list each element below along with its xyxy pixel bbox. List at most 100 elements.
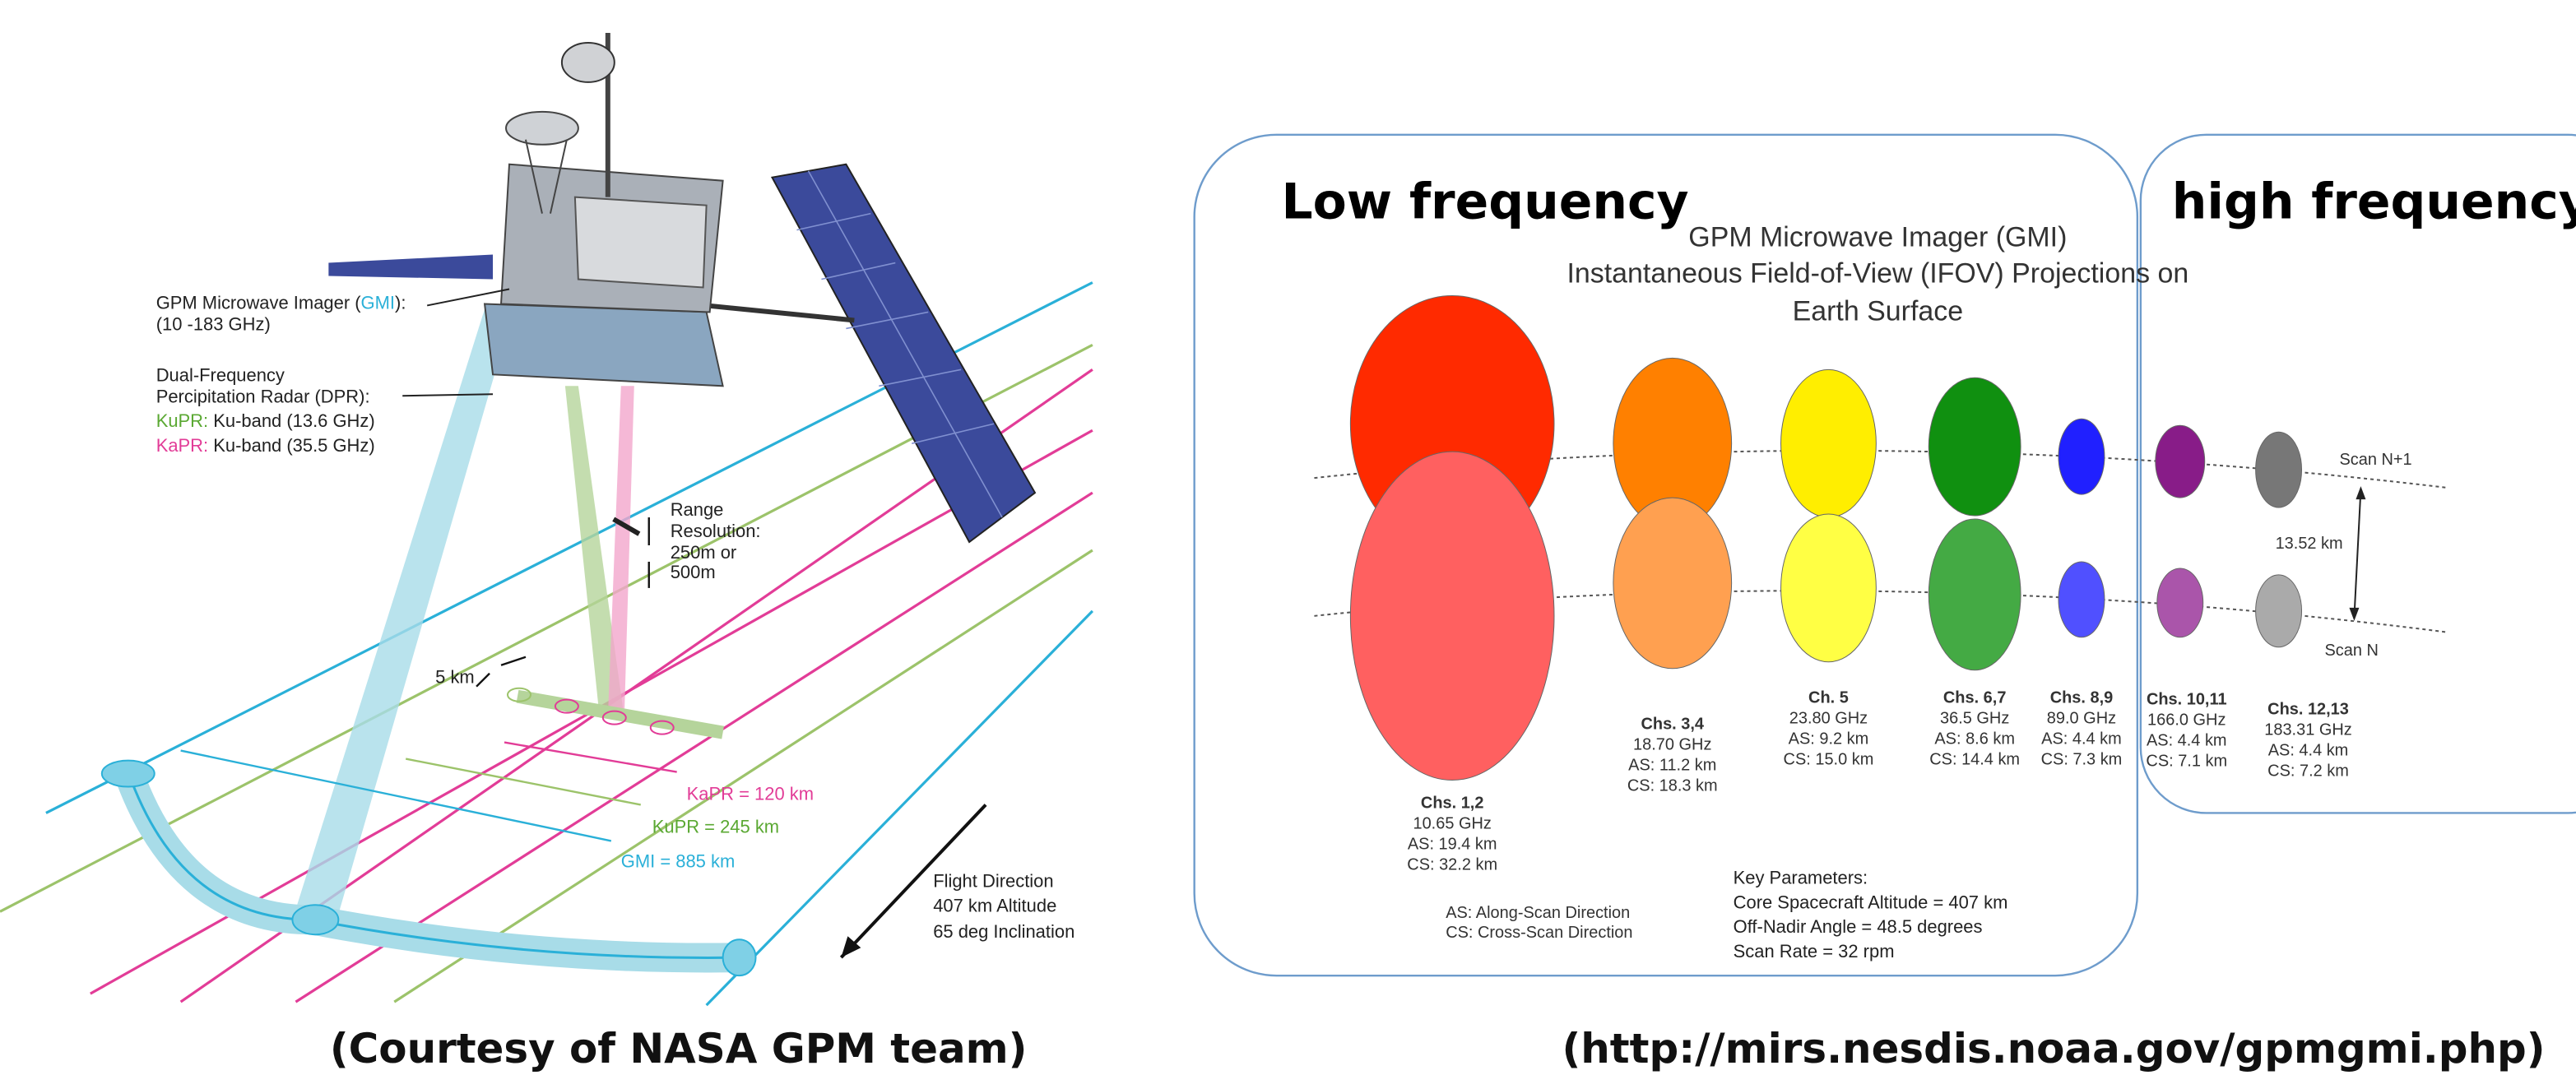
ifov-ellipse (1928, 518, 2021, 671)
key-parameter: Key Parameters: (1734, 867, 1868, 887)
kupr-desc: Ku-band (13.6 GHz) (208, 410, 375, 431)
ifov-ellipse (2255, 574, 2303, 648)
gmi-range: (10 -183 GHz) (156, 313, 271, 334)
footprint-label: 5 km (435, 667, 475, 688)
channel-freq: 36.5 GHz (1940, 710, 2009, 728)
dpr-label: Dual-Frequency (156, 364, 285, 385)
channel-name: Chs. 12,13 (2267, 701, 2349, 719)
channel-name: Chs. 1,2 (1421, 794, 1484, 812)
range-label: 500m (671, 562, 716, 582)
gmi-label: GPM Microwave Imager (GMI): (156, 292, 406, 313)
legend-text: CS: Cross-Scan Direction (1446, 924, 1632, 942)
gmi-label-prefix: GPM Microwave Imager ( (156, 292, 362, 313)
chart-title: Instantaneous Field-of-View (IFOV) Proje… (1566, 257, 2188, 289)
channel-as: AS: 4.4 km (2147, 732, 2227, 750)
channel-name: Chs. 8,9 (2050, 689, 2114, 707)
low-frequency-box (1193, 133, 2139, 977)
leader-line (426, 288, 510, 307)
right-caption: (http://mirs.nesdis.noaa.gov/gpmgmi.php) (1562, 1025, 2545, 1073)
channel-as: AS: 8.6 km (1934, 730, 2015, 748)
kupr-swath: KuPR = 245 km (652, 816, 779, 836)
ifov-ellipse (1349, 451, 1555, 781)
channel-labels: Chs. 1,2 10.65 GHz AS: 19.4 km CS: 32.2 km C… (1407, 689, 2351, 874)
channel-freq: 10.65 GHz (1413, 814, 1491, 832)
ifov-ellipse (2255, 431, 2303, 508)
scan-spacing: 13.52 km (2276, 535, 2343, 553)
flight-info: 407 km Altitude (933, 895, 1056, 915)
channel-name: Chs. 3,4 (1641, 716, 1704, 734)
dpr-label: Percipitation Radar (DPR): (156, 386, 370, 406)
channel-cs: CS: 15.0 km (1784, 751, 1874, 769)
satellite (328, 32, 1037, 544)
gmi-footprint (291, 904, 340, 936)
ifov-ellipse (1928, 377, 2021, 517)
kapr-beam (607, 386, 634, 718)
kupr-beam (564, 386, 624, 718)
gmi-footprint (100, 759, 155, 788)
kapr-desc: Ku-band (35.5 GHz) (208, 435, 375, 456)
chart-title: Earth Surface (1793, 295, 1964, 327)
ifov-ellipse (2058, 561, 2105, 638)
high-frequency-label: high frequency (2172, 174, 2576, 231)
channel-as: AS: 19.4 km (1408, 835, 1497, 853)
gmi-beam (292, 304, 513, 920)
arrow-head (2349, 607, 2360, 621)
ifov-ellipses (1349, 294, 2303, 781)
ifov-ellipse (1613, 497, 1733, 670)
flight-info: 65 deg Inclination (933, 921, 1074, 942)
gmi-label-suffix: ): (395, 292, 406, 313)
channel-freq: 23.80 GHz (1789, 710, 1868, 728)
kapr-swath: KaPR = 120 km (687, 783, 814, 804)
gmi-swath: GMI = 885 km (621, 850, 735, 871)
dpr-swath (516, 689, 724, 739)
channel-cs: CS: 7.2 km (2267, 762, 2349, 781)
range-label: 250m or (671, 542, 737, 563)
channel-name: Chs. 6,7 (1943, 689, 2007, 707)
arrow-head (2356, 486, 2366, 500)
channel-freq: 166.0 GHz (2147, 711, 2226, 730)
kapr-name: KaPR: (156, 435, 208, 456)
channel-cs: CS: 18.3 km (1627, 777, 1718, 795)
channel-as: AS: 9.2 km (1789, 730, 1869, 748)
left-caption: (Courtesy of NASA GPM team) (330, 1025, 1028, 1073)
low-frequency-label: Low frequency (1282, 174, 1689, 231)
channel-freq: 18.70 GHz (1633, 736, 1711, 754)
ifov-ellipse (1780, 513, 1877, 663)
range-label: Resolution: (671, 521, 761, 541)
ifov-ellipse (2156, 568, 2204, 638)
channel-cs: CS: 7.3 km (2041, 751, 2123, 769)
ifov-ellipse (2058, 418, 2105, 495)
dpr-footprints (507, 687, 675, 735)
channel-name: Ch. 5 (1808, 689, 1849, 707)
high-frequency-box (2139, 133, 2576, 814)
gmi-acronym: GMI (361, 292, 395, 313)
channel-as: AS: 11.2 km (1628, 757, 1716, 775)
kapr-label: KaPR: Ku-band (35.5 GHz) (156, 435, 375, 456)
range-label: Range (671, 499, 724, 520)
ifov-ellipse (1780, 368, 1877, 518)
key-parameter: Core Spacecraft Altitude = 407 km (1734, 892, 2008, 912)
legend-text: AS: Along-Scan Direction (1446, 904, 1630, 922)
ifov-ellipse (2155, 424, 2206, 498)
scan-label: Scan N (2324, 642, 2378, 660)
kupr-label: KuPR: Ku-band (13.6 GHz) (156, 410, 375, 431)
channel-as: AS: 4.4 km (2041, 730, 2122, 748)
key-parameter: Off-Nadir Angle = 48.5 degrees (1734, 916, 1983, 937)
swath-arrows (180, 517, 987, 959)
chart-title: GPM Microwave Imager (GMI) (1688, 222, 2067, 253)
scan-label: Scan N+1 (2339, 451, 2411, 469)
leader-line (402, 393, 494, 397)
kupr-name: KuPR: (156, 410, 208, 431)
channel-cs: CS: 14.4 km (1929, 751, 2020, 769)
spacing-arrow (2353, 489, 2362, 618)
channel-name: Chs. 10,11 (2147, 691, 2227, 709)
gmi-footprint (722, 938, 757, 977)
channel-freq: 183.31 GHz (2264, 721, 2351, 739)
channel-cs: CS: 7.1 km (2146, 753, 2227, 771)
channel-cs: CS: 32.2 km (1407, 855, 1497, 873)
channel-freq: 89.0 GHz (2047, 710, 2116, 728)
flight-info: Flight Direction (933, 870, 1053, 891)
channel-as: AS: 4.4 km (2268, 742, 2349, 760)
key-parameter: Scan Rate = 32 rpm (1734, 941, 1895, 961)
